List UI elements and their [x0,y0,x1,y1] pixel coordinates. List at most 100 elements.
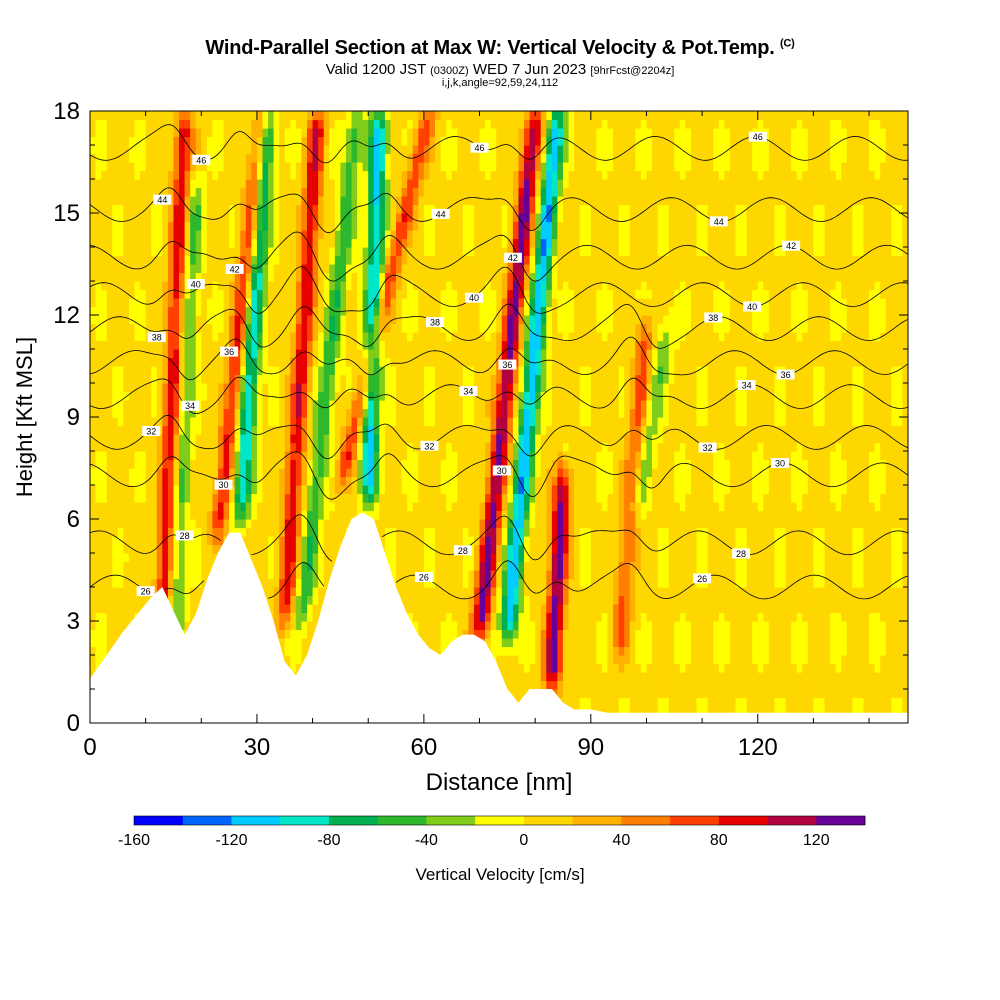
w-cell [273,527,280,537]
w-cell [301,502,308,512]
w-cell [223,145,230,155]
chart-title: Wind-Parallel Section at Max W: Vertical… [0,37,1000,60]
w-cell [256,298,264,308]
w-cell [240,315,247,325]
w-cell [401,162,408,172]
w-cell [318,255,325,265]
w-cell [435,281,442,291]
w-cell [423,272,431,282]
w-cell [379,502,386,512]
w-cell [234,468,241,478]
w-cell [162,468,169,478]
w-cell [268,493,275,503]
w-cell [418,510,425,520]
w-cell [340,374,347,384]
w-cell [307,536,314,546]
w-cell [268,425,275,435]
w-cell [262,187,269,197]
w-cell [468,332,475,342]
w-cell [329,442,336,452]
w-cell [457,434,464,444]
w-cell [229,306,236,316]
w-cell [379,323,386,333]
w-cell [323,425,330,435]
w-cell [362,136,369,146]
w-cell [151,544,158,554]
w-cell [117,323,124,333]
w-cell [117,527,124,537]
w-cell [401,289,408,299]
w-cell [173,145,180,155]
w-cell [318,604,325,614]
w-cell [151,136,158,146]
w-cell [128,153,136,163]
w-cell [401,493,408,503]
w-cell [390,298,397,308]
w-cell [184,289,191,299]
w-cell [407,570,414,580]
w-cell [90,536,97,546]
w-cell [95,196,102,206]
w-cell [190,553,197,563]
w-cell [407,612,414,622]
w-cell [340,502,347,512]
w-cell [323,298,330,308]
w-cell [201,451,208,461]
w-cell [295,604,303,614]
w-cell [251,340,258,350]
w-cell [451,315,458,325]
w-cell [351,221,358,231]
w-cell [451,255,458,265]
w-cell [423,281,431,291]
w-cell [351,510,358,520]
w-cell [468,519,475,529]
w-cell [462,306,469,316]
w-cell [151,315,158,325]
w-cell [396,221,403,231]
w-cell [379,442,386,452]
w-cell [256,128,264,138]
w-cell [234,434,241,444]
w-cell [340,434,347,444]
w-cell [307,612,314,622]
w-cell [329,485,336,495]
w-cell [156,519,163,529]
w-cell [440,408,447,418]
w-cell [156,136,163,146]
w-cell [468,425,475,435]
w-cell [279,383,286,393]
w-cell [95,221,102,231]
w-cell [396,179,403,189]
w-cell [167,595,175,605]
w-cell [446,281,453,291]
w-cell [112,468,119,478]
w-cell [307,111,314,121]
w-cell [301,136,308,146]
w-cell [412,604,419,614]
w-cell [90,145,97,155]
w-cell [312,238,319,248]
w-cell [423,476,431,486]
w-cell [435,400,442,410]
w-cell [418,434,425,444]
w-cell [128,247,136,257]
w-cell [357,374,364,384]
w-cell [268,451,275,461]
w-cell [145,128,152,138]
w-cell [262,213,269,223]
w-cell [206,391,214,401]
w-cell [190,612,197,622]
w-cell [234,400,241,410]
w-cell [435,434,442,444]
w-cell [217,272,225,282]
w-cell [134,119,141,129]
w-cell [329,230,336,240]
w-cell [123,255,130,265]
w-cell [217,136,225,146]
w-cell [451,561,458,571]
w-cell [251,553,258,563]
w-cell [379,519,386,529]
w-cell [212,527,219,537]
w-cell [362,485,369,495]
w-cell [362,128,369,138]
